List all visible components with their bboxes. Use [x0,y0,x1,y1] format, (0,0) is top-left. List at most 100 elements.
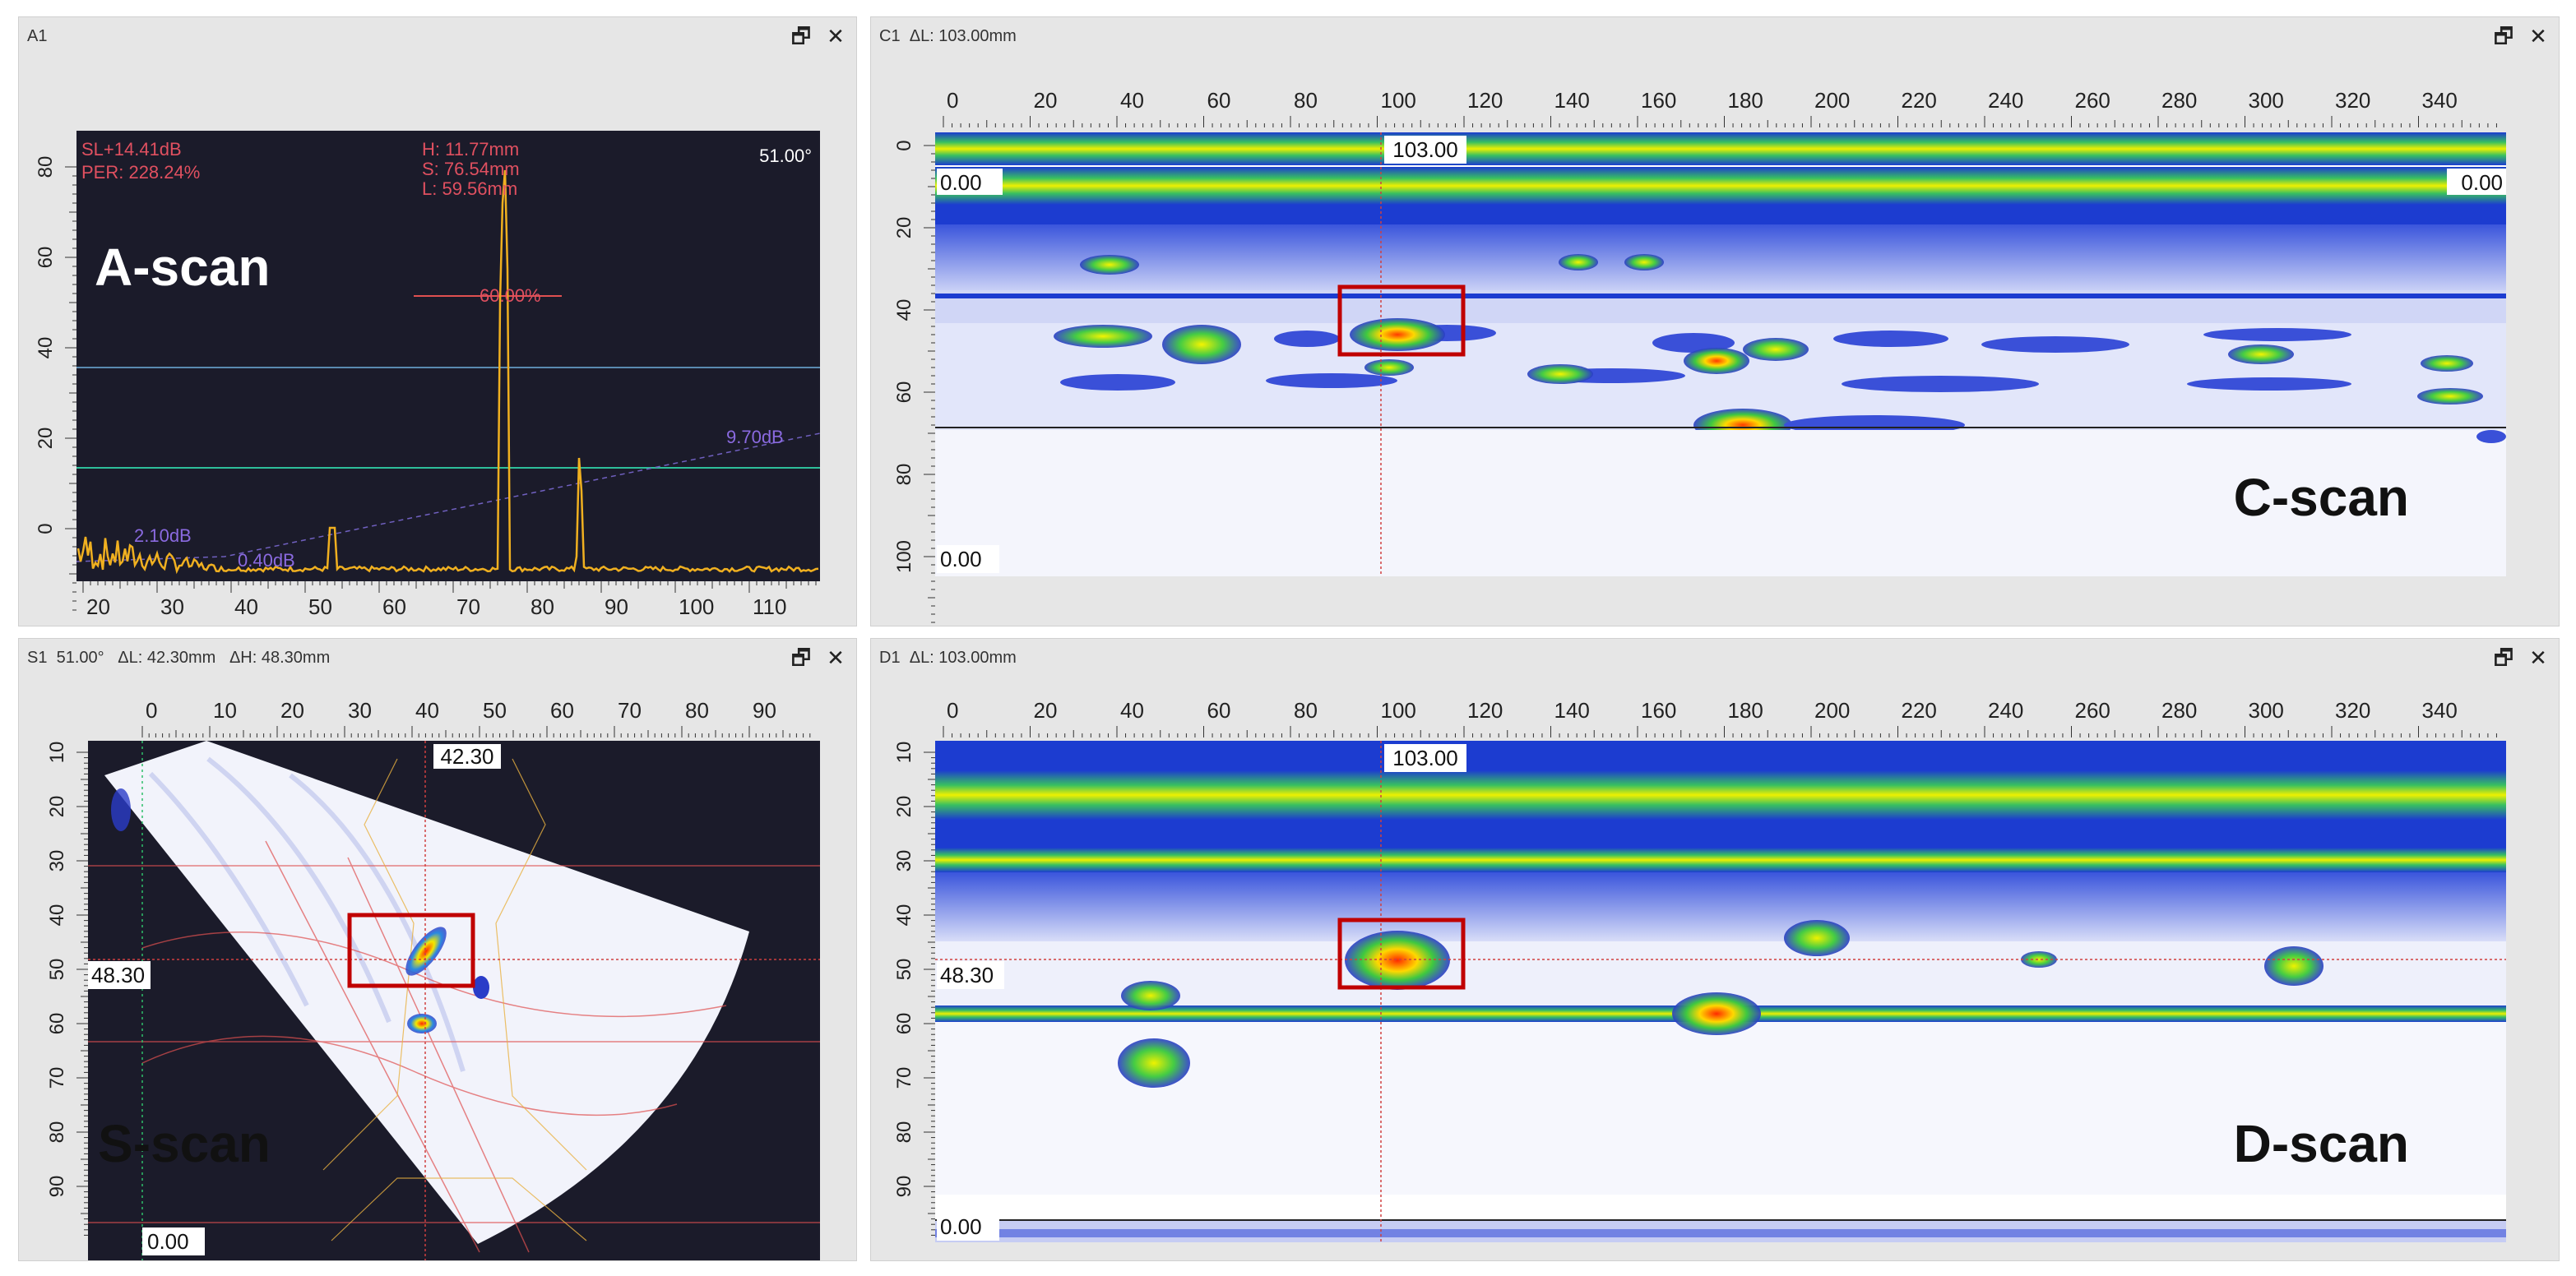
ruler-label: 40 [415,698,439,723]
cursor-y-label-bg [88,961,151,989]
ruler-label: 220 [1902,698,1937,723]
ruler-label: 90 [893,1176,915,1198]
restore-window-icon[interactable]: 🗗 [2493,24,2514,49]
vertical-ruler [871,741,935,1260]
scan-type-label: A-scan [95,238,270,297]
ruler-label: 10 [46,742,68,764]
a-scan-panel: A1 🗗 ✕ 80 60 40 20 0 20 30 40 50 60 70 80 90 100 110 … [18,16,857,626]
ruler-label: 90 [753,698,776,723]
ruler-label: 200 [1814,88,1850,113]
bottom-value-bg [937,1213,999,1241]
cursor-label-bg [1384,136,1466,164]
ruler-label: 140 [1554,88,1590,113]
weld-profile [322,758,587,1241]
vertical-ruler [871,132,935,626]
ruler-label: 200 [1814,698,1850,723]
ruler-label: 40 [893,904,915,927]
bottom-value: 0.00 [940,547,982,571]
ruler-label: 120 [1467,698,1503,723]
defect-highlight-box [1337,918,1466,990]
ruler-label: 80 [46,1121,68,1144]
scan-type-label: C-scan [2234,468,2409,527]
panel-measure: ΔL: 103.00mm [909,27,1017,45]
bottom-value-bg [937,545,999,573]
ruler-label: 10 [213,698,237,723]
ruler-label: 240 [1988,88,2023,113]
ruler-label: 60 [46,1013,68,1035]
ruler-label: 10 [893,742,915,764]
l-readout: L: 59.56mm [422,178,517,199]
panel-name: S1 [27,649,48,667]
ruler-label: 80 [35,156,57,178]
panel-measure: ΔL: 103.00mm [909,649,1017,667]
panel-name: D1 [879,649,901,667]
close-icon[interactable]: ✕ [2529,24,2547,49]
ruler-label: 30 [160,594,184,619]
ruler-label: 60 [35,247,57,269]
ruler-label: 140 [1554,698,1590,723]
left-value: 48.30 [940,963,994,987]
cursor-y-label: 48.30 [91,963,145,987]
ruler-label: 70 [456,594,480,619]
vertical-ruler [19,741,88,1260]
ruler-label: 40 [1120,698,1144,723]
s-scan-panel: S1 51.00° ΔL: 42.30mm ΔH: 48.30mm 🗗 ✕ 0 1… [18,638,857,1261]
ruler-label: 20 [893,796,915,818]
ruler-label: 70 [618,698,642,723]
ruler-label: 20 [280,698,304,723]
d-scan-view[interactable]: 0 20 40 60 80 100 120 140 160 180 200 220 240 260 280 3… [871,677,2559,1260]
ruler-label: 80 [530,594,554,619]
ruler-label: 20 [1034,698,1058,723]
ruler-label: 50 [893,959,915,981]
ruler-label: 20 [35,428,57,450]
ruler-label: 0 [893,140,915,150]
restore-window-icon[interactable]: 🗗 [790,24,812,49]
angle-readout: 51.00° [759,146,812,166]
cursor-x-label-bg [433,744,501,769]
ruler-label: 60 [382,594,406,619]
ruler-label: 100 [1381,698,1416,723]
ruler-label: 40 [46,904,68,927]
ruler-label: 0 [35,523,57,534]
ruler-label: 50 [46,959,68,981]
ruler-label: 60 [1207,88,1231,113]
a-scan-signal [76,169,819,575]
c-scan-view[interactable]: 0 20 40 60 80 100 120 140 160 180 200 220 240 260 280 3… [871,55,2559,626]
ruler-label: 340 [2422,88,2458,113]
restore-window-icon[interactable]: 🗗 [790,645,812,670]
close-icon[interactable]: ✕ [827,645,845,670]
sector-fan [104,741,749,1244]
defect-highlight-box [347,913,475,988]
tcg-label-1: 9.70dB [726,427,784,447]
horizontal-ruler [871,55,2559,132]
sl-readout: SL+14.41dB [81,139,182,160]
ruler-label: 100 [679,594,714,619]
close-icon[interactable]: ✕ [2529,645,2547,670]
close-icon[interactable]: ✕ [827,24,845,49]
a-scan-view[interactable]: 80 60 40 20 0 20 30 40 50 60 70 80 90 100 110 SL+14.4… [19,55,856,626]
ruler-label: 220 [1902,88,1937,113]
ruler-label: 300 [2249,88,2284,113]
right-value-bg [2447,169,2506,195]
left-value-bg [937,961,1004,989]
ruler-label: 20 [86,594,110,619]
ruler-label: 280 [2161,698,2197,723]
scan-type-label: S-scan [98,1114,271,1173]
ruler-label: 30 [46,850,68,872]
ruler-label: 120 [1467,88,1503,113]
ruler-label: 180 [1728,698,1763,723]
tcg-label-3: 0.40dB [238,550,295,571]
ruler-label: 40 [893,299,915,321]
ruler-label: 320 [2335,698,2370,723]
ruler-label: 20 [893,217,915,239]
bottom-value-bg [142,1227,205,1255]
s-scan-view[interactable]: 0 10 20 30 40 50 60 70 80 90 10 20 30 40 50 60 70 80 90 [19,677,856,1260]
ruler-label: 60 [893,381,915,404]
cursor-label-bg [1384,744,1466,772]
h-readout: H: 11.77mm [422,139,519,160]
ruler-label: 180 [1728,88,1763,113]
ruler-label: 40 [1120,88,1144,113]
ruler-label: 70 [893,1067,915,1089]
restore-window-icon[interactable]: 🗗 [2493,645,2514,670]
horizontal-ruler [871,677,2559,741]
